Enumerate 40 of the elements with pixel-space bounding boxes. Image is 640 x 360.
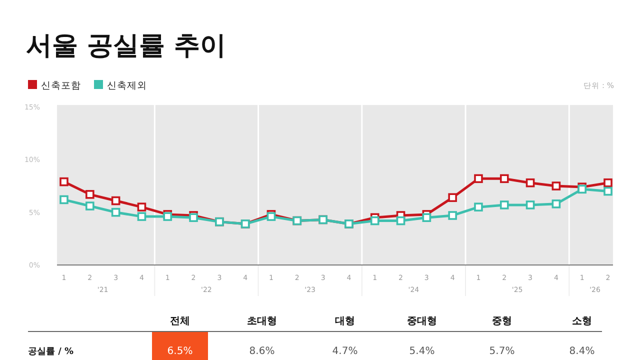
point: [111, 196, 120, 206]
text: 8.6%: [249, 346, 275, 357]
point: [137, 212, 146, 221]
point: [448, 193, 457, 202]
legend-label: 신축포함: [41, 80, 81, 92]
point: [578, 184, 586, 194]
category-label: 소형: [572, 316, 592, 327]
text: 6.5%: [167, 346, 193, 357]
point: [500, 200, 509, 210]
point: [60, 195, 68, 204]
text: 5.7%: [489, 346, 515, 357]
chart-title: 서울 공실률 추이: [26, 31, 226, 61]
point: [552, 200, 561, 208]
category-label: 초대형: [247, 316, 277, 327]
point: [137, 202, 146, 212]
category-label: 중대형: [407, 316, 437, 327]
point: [604, 178, 612, 188]
text: 8.4%: [569, 346, 595, 357]
point: [86, 202, 94, 210]
category-label: 중형: [492, 316, 512, 327]
point: [474, 174, 483, 184]
point: [111, 208, 120, 217]
point: [396, 216, 406, 226]
point: [604, 186, 612, 196]
point: [448, 211, 457, 220]
point: [370, 216, 380, 226]
point: [422, 213, 432, 222]
category-label: 전체: [170, 316, 190, 327]
point: [526, 200, 535, 210]
text: 4.7%: [332, 346, 358, 357]
text: 5.4%: [409, 346, 435, 357]
point: [526, 178, 535, 188]
point: [500, 174, 509, 184]
point: [86, 190, 94, 199]
text: 공실률 / %: [28, 347, 74, 357]
point: [552, 182, 561, 190]
legend-label: 신축제외: [107, 80, 147, 92]
category-label: 대형: [335, 316, 355, 327]
point: [60, 177, 68, 186]
point: [474, 202, 483, 212]
